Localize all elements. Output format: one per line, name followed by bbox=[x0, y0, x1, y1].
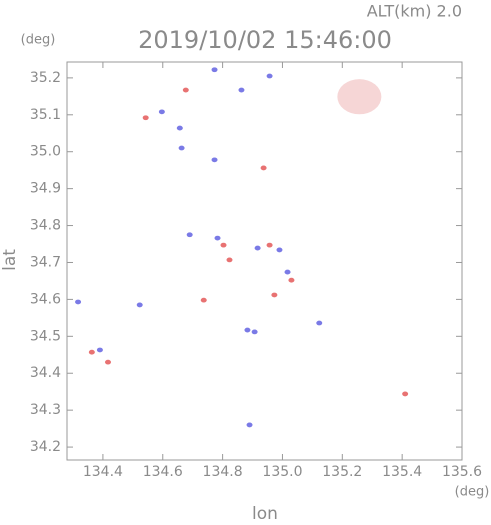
echo-point bbox=[96, 347, 103, 353]
x-tick-label: 134.4 bbox=[83, 464, 123, 480]
echo-point bbox=[75, 299, 82, 305]
x-tick-label: 135.2 bbox=[322, 464, 362, 480]
x-tick-label: 134.8 bbox=[203, 464, 243, 480]
x-tick-label: 135.4 bbox=[382, 464, 422, 480]
y-tick-label: 34.6 bbox=[30, 291, 61, 307]
echo-point bbox=[142, 115, 149, 121]
y-tick-label: 34.9 bbox=[30, 181, 61, 197]
y-tick-label: 35.0 bbox=[30, 144, 61, 160]
plot-frame bbox=[66, 61, 463, 461]
echo-point bbox=[337, 79, 382, 115]
echo-point bbox=[251, 329, 258, 335]
echo-point bbox=[316, 320, 323, 326]
echo-point bbox=[176, 125, 183, 131]
x-tick-label: 134.6 bbox=[143, 464, 183, 480]
x-unit: (deg) bbox=[455, 485, 490, 500]
echo-point bbox=[182, 87, 189, 93]
x-tick-label: 135.6 bbox=[442, 464, 482, 480]
echo-point bbox=[104, 359, 111, 365]
y-tick-label: 34.7 bbox=[30, 254, 61, 270]
y-axis-label: lat bbox=[0, 249, 20, 271]
y-tick-label: 34.5 bbox=[30, 328, 61, 344]
chart-title: 2019/10/02 15:46:00 bbox=[138, 26, 392, 54]
x-axis-label: lon bbox=[252, 504, 278, 521]
echo-point bbox=[246, 422, 253, 428]
y-tick-label: 35.2 bbox=[30, 70, 61, 86]
echo-point bbox=[266, 242, 273, 248]
echo-point bbox=[254, 245, 261, 251]
echo-point bbox=[88, 349, 95, 355]
echo-point bbox=[260, 165, 267, 171]
y-tick-label: 35.1 bbox=[30, 107, 61, 123]
echo-point bbox=[244, 327, 251, 333]
echo-point bbox=[211, 157, 218, 163]
y-unit: (deg) bbox=[21, 33, 56, 48]
echo-point bbox=[288, 277, 295, 283]
altitude-label: ALT(km) 2.0 bbox=[367, 2, 462, 21]
echo-point bbox=[266, 73, 273, 79]
echo-point bbox=[276, 247, 283, 253]
y-tick-label: 34.2 bbox=[30, 439, 61, 455]
echo-point bbox=[211, 67, 218, 73]
echo-point bbox=[214, 235, 221, 241]
echo-point bbox=[271, 292, 278, 298]
echo-point bbox=[402, 391, 409, 397]
echo-point bbox=[158, 109, 165, 115]
echo-point bbox=[136, 302, 143, 308]
x-tick-label: 135.0 bbox=[262, 464, 302, 480]
y-tick-label: 34.3 bbox=[30, 402, 61, 418]
echo-point bbox=[284, 269, 291, 275]
echo-point bbox=[220, 242, 227, 248]
echo-point bbox=[186, 232, 193, 238]
y-tick-label: 34.4 bbox=[30, 365, 61, 381]
echo-point bbox=[178, 145, 185, 151]
echo-point bbox=[226, 257, 233, 263]
echo-point bbox=[200, 297, 207, 303]
echo-point bbox=[238, 87, 245, 93]
y-tick-label: 34.8 bbox=[30, 218, 61, 234]
